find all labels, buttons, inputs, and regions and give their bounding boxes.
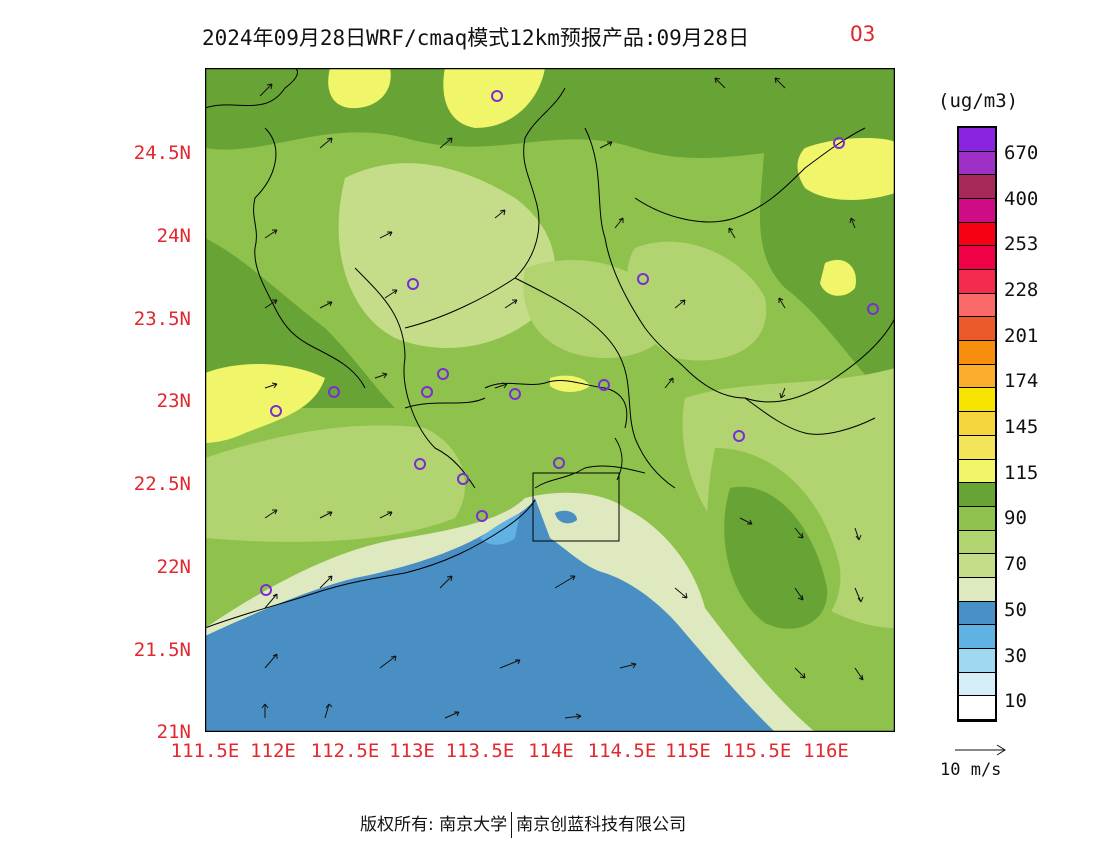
colorbar-label: 90 [1004,507,1027,529]
colorbar-segment [959,175,995,200]
colorbar-label: 115 [1004,462,1039,484]
lat-label-22: 22N [156,556,191,578]
colorbar-label: 70 [1004,553,1027,575]
colorbar-segment [959,412,995,436]
colorbar-segment [959,388,995,413]
lon-label-114-5: 114.5E [587,740,657,762]
lat-label-21-5: 21.5N [133,639,191,661]
colorbar-label: 50 [1004,599,1027,621]
sea [205,498,775,732]
colorbar-segment [959,151,995,176]
colorbar-segment [959,246,995,271]
colorbar-segment [959,270,995,294]
colorbar [957,126,997,722]
colorbar-segment [959,222,995,247]
colorbar-segment [959,483,995,507]
sea-light [480,513,520,545]
ozone-map [205,68,895,732]
map-frame [205,68,895,732]
dark-pool-east [724,486,828,629]
lat-label-24: 24N [156,225,191,247]
colorbar-label: 253 [1004,233,1039,255]
colorbar-label: 30 [1004,645,1027,667]
lat-label-23-5: 23.5N [133,308,191,330]
map-title: 2024年09月28日WRF/cmaq模式12km预报产品:09月28日 [202,26,750,50]
colorbar-segment [959,554,995,578]
lon-label-116: 116E [803,740,849,762]
peak-north [443,68,545,128]
lon-label-111-5: 111.5E [170,740,240,762]
lat-label-23: 23N [156,390,191,412]
lon-label-113: 113E [389,740,435,762]
title-row: 2024年09月28日WRF/cmaq模式12km预报产品:09月28日 O3 [0,22,1100,52]
admin-boundaries [205,68,895,489]
colorbar-segment [959,577,995,602]
colorbar-label: 670 [1004,142,1039,164]
colorbar-label: 201 [1004,325,1039,347]
colorbar-unit: (ug/m3) [938,90,1019,112]
species-label: O3 [850,22,876,46]
map-canvas [205,68,895,732]
monitoring-stations [260,90,879,596]
colorbar-label: 174 [1004,370,1039,392]
coastline [205,499,536,629]
lon-label-115: 115E [665,740,711,762]
lon-label-112: 112E [250,740,296,762]
lon-label-112-5: 112.5E [310,740,380,762]
lat-label-22-5: 22.5N [133,473,191,495]
peak-center [550,375,590,392]
colorbar-segment [959,648,995,673]
colorbar-segment [959,293,995,318]
colorbar-label: 145 [1004,416,1039,438]
colorbar-segment [959,435,995,460]
light-zone-southwest [205,425,465,542]
colorbar-segment [959,672,995,697]
lon-label-114: 114E [528,740,574,762]
copyright-text: 版权所有: 南京大学 [360,815,508,835]
colorbar-segment [959,128,995,152]
colorbar-segment [959,364,995,389]
peak-northwest [328,68,391,109]
colorbar-segment [959,459,995,484]
colorbar-label: 10 [1004,690,1027,712]
lat-label-24-5: 24.5N [133,142,191,164]
colorbar-segment [959,199,995,223]
colorbar-label: 400 [1004,188,1039,210]
company-text: 南京创蓝科技有限公司 [516,815,687,835]
peak-east [820,259,856,296]
colorbar-segment [959,696,995,720]
colorbar-segment [959,506,995,531]
light-zone-east [627,241,767,361]
pearl-river-delta-box [532,472,620,542]
bay-sea-patch [555,510,577,524]
wind-reference-label: 10 m/s [940,760,1002,780]
lon-label-113-5: 113.5E [445,740,515,762]
wind-reference-arrow-icon [955,744,1006,756]
colorbar-segment [959,317,995,342]
lon-label-115-5: 115.5E [722,740,792,762]
colorbar-segment [959,625,995,649]
light-zone-central [338,163,555,348]
lat-label-21: 21N [156,721,191,743]
colorbar-label: 228 [1004,279,1039,301]
wind-vectors [259,77,864,720]
footer-separator [511,812,513,838]
colorbar-segment [959,601,995,626]
colorbar-segment [959,530,995,555]
colorbar-segment [959,341,995,365]
peak-northeast [797,138,895,200]
footer: 版权所有: 南京大学 南京创蓝科技有限公司 [360,810,686,838]
peak-west [205,363,325,443]
